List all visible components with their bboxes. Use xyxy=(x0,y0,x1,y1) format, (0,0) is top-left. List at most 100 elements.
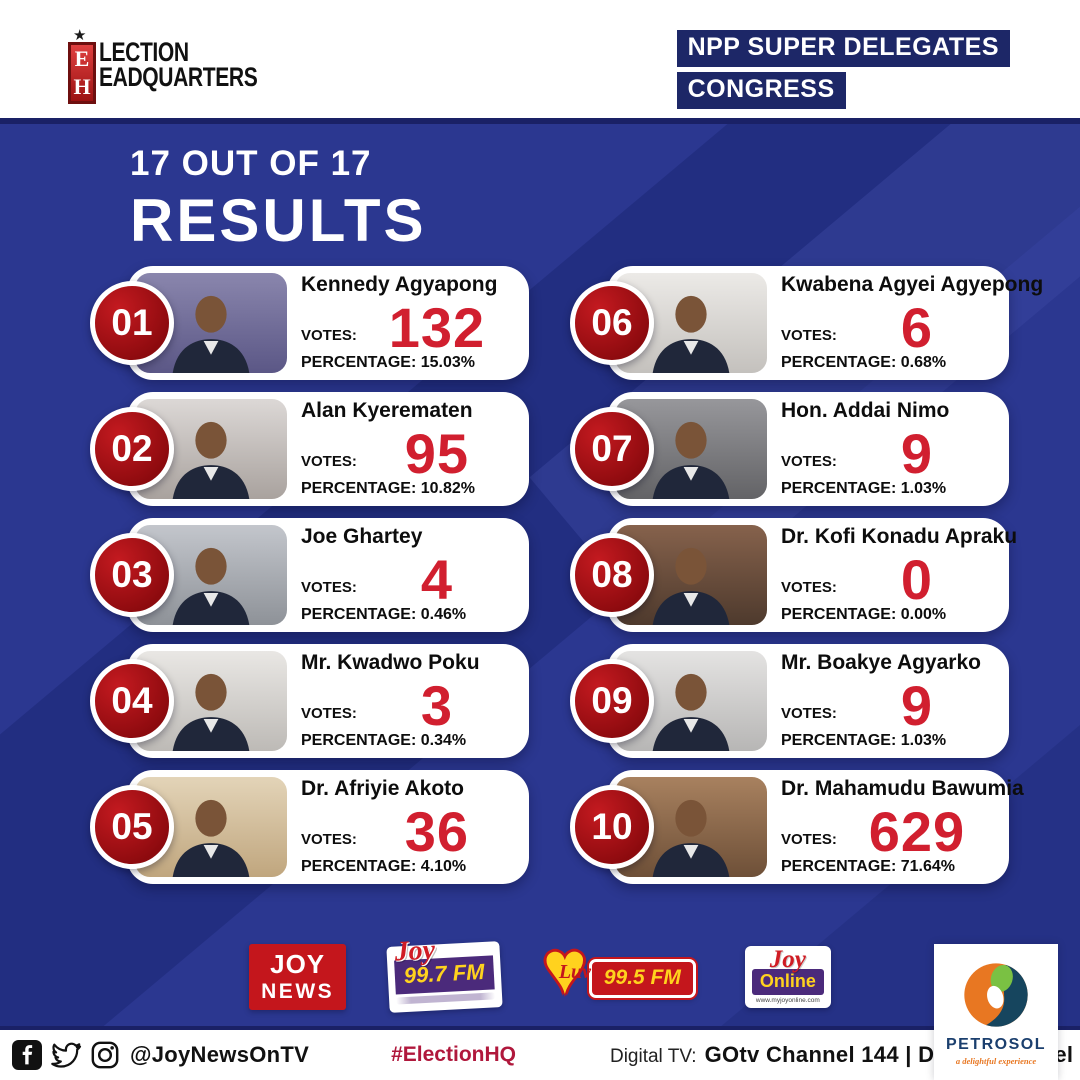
joy-news-logo: JOY NEWS xyxy=(249,944,347,1010)
candidate-card: 08 Dr. Kofi Konadu Apraku VOTES: 0 PERCE… xyxy=(570,518,1018,632)
votes-row: VOTES: 9 xyxy=(781,422,997,482)
candidate-name: Mr. Kwadwo Poku xyxy=(301,651,480,674)
results-title-count: 17 OUT OF 17 xyxy=(130,144,372,183)
votes-label: VOTES: xyxy=(781,453,837,470)
percentage-line: PERCENTAGE: 4.10% xyxy=(301,858,517,876)
rank-badge: 09 xyxy=(570,659,654,743)
percentage-value: 1.03% xyxy=(900,732,947,749)
social-icons xyxy=(12,1040,120,1070)
candidate-card: 04 Mr. Kwadwo Poku VOTES: 3 PERCENTAGE: … xyxy=(90,644,529,758)
percentage-line: PERCENTAGE: 1.03% xyxy=(781,480,997,498)
candidate-info: Kwabena Agyei Agyepong VOTES: 6 PERCENTA… xyxy=(781,273,1043,372)
instagram-icon xyxy=(90,1040,120,1070)
eh-letter-h: H xyxy=(73,74,91,99)
percentage-line: PERCENTAGE: 0.68% xyxy=(781,354,997,372)
rank-badge: 06 xyxy=(570,281,654,365)
percentage-value: 1.03% xyxy=(900,480,947,497)
joy-997fm-script: Joy xyxy=(393,934,436,968)
votes-label: VOTES: xyxy=(781,831,837,848)
joy-online-script: Joy xyxy=(769,945,806,973)
candidate-name: Hon. Addai Nimo xyxy=(781,399,950,422)
rank-badge: 10 xyxy=(570,785,654,869)
candidate-photo xyxy=(615,525,767,625)
rank-badge: 08 xyxy=(570,533,654,617)
results-title-word: RESULTS xyxy=(130,187,427,254)
percentage-label: PERCENTAGE: xyxy=(781,858,897,875)
percentage-line: PERCENTAGE: 0.46% xyxy=(301,606,517,624)
percentage-value: 10.82% xyxy=(420,480,475,497)
percentage-line: PERCENTAGE: 15.03% xyxy=(301,354,517,372)
twitter-icon xyxy=(49,1040,83,1070)
sponsor-tagline: a delightful experience xyxy=(955,1055,1037,1066)
votes-value: 0 xyxy=(900,548,933,612)
facebook-icon xyxy=(12,1040,42,1070)
percentage-label: PERCENTAGE: xyxy=(781,606,897,623)
votes-row: VOTES: 36 xyxy=(301,800,517,860)
eh-word-bottom: EADQUARTERS xyxy=(99,62,258,93)
digital-tv-label: Digital TV: xyxy=(609,1046,697,1067)
person-silhouette-icon xyxy=(652,547,730,625)
eh-logo-words: LECTION EADQUARTERS xyxy=(99,37,258,93)
percentage-label: PERCENTAGE: xyxy=(781,480,897,497)
heart-icon: ♥ xyxy=(542,926,587,1009)
percentage-line: PERCENTAGE: 0.34% xyxy=(301,732,517,750)
social-handle: @JoyNewsOnTV xyxy=(130,1042,310,1067)
rank-badge: 04 xyxy=(90,659,174,743)
star-icon: ★ xyxy=(73,27,87,44)
candidate-info: Joe Ghartey VOTES: 4 PERCENTAGE: 0.46% xyxy=(301,525,517,624)
rank-badge: 03 xyxy=(90,533,174,617)
sponsor-card: PETROSOL a delightful experience xyxy=(934,944,1058,1080)
candidate-name: Dr. Afriyie Akoto xyxy=(301,777,464,800)
percentage-label: PERCENTAGE: xyxy=(781,354,897,371)
votes-row: VOTES: 9 xyxy=(781,674,997,734)
candidate-name: Dr. Mahamudu Bawumia xyxy=(781,777,1024,800)
luv-995fm-script: Luv xyxy=(558,961,592,983)
petrosol-logo-icon xyxy=(964,962,1028,1027)
votes-label: VOTES: xyxy=(781,705,837,722)
candidate-info: Dr. Kofi Konadu Apraku VOTES: 0 PERCENTA… xyxy=(781,525,1018,624)
candidate-info: Kennedy Agyapong VOTES: 132 PERCENTAGE: … xyxy=(301,273,517,372)
joy-997fm-tagline-stripe xyxy=(396,992,496,1005)
candidate-card: 05 Dr. Afriyie Akoto VOTES: 36 PERCENTAG… xyxy=(90,770,529,884)
votes-value: 3 xyxy=(420,674,453,738)
event-title-line1: NPP SUPER DELEGATES xyxy=(676,30,1010,67)
partner-logos: JOY NEWS Joy 99.7 FM ♥ Luv 99.5 FM Joy O… xyxy=(0,931,1080,1013)
candidate-info: Alan Kyerematen VOTES: 95 PERCENTAGE: 10… xyxy=(301,399,517,498)
candidate-card: 02 Alan Kyerematen VOTES: 95 PERCENTAGE:… xyxy=(90,392,529,506)
votes-row: VOTES: 4 xyxy=(301,548,517,608)
candidate-info: Mr. Boakye Agyarko VOTES: 9 PERCENTAGE: … xyxy=(781,651,997,750)
event-title-line2: CONGRESS xyxy=(676,72,846,109)
votes-value: 132 xyxy=(388,296,486,360)
votes-label: VOTES: xyxy=(301,831,357,848)
candidate-card: 01 Kennedy Agyapong VOTES: 132 PERCENTAG… xyxy=(90,266,529,380)
votes-label: VOTES: xyxy=(301,453,357,470)
votes-value: 629 xyxy=(868,800,966,864)
candidate-name: Dr. Kofi Konadu Apraku xyxy=(781,525,1018,548)
eh-word-top: LECTION xyxy=(99,37,189,67)
percentage-label: PERCENTAGE: xyxy=(301,858,417,875)
results-title: 17 OUT OF 17 RESULTS xyxy=(130,144,427,255)
joy-news-word: JOY xyxy=(270,949,326,979)
person-silhouette-icon xyxy=(652,673,730,751)
votes-row: VOTES: 629 xyxy=(781,800,997,864)
hashtag: #ElectionHQ xyxy=(391,1043,516,1066)
person-silhouette-icon xyxy=(652,295,730,373)
person-silhouette-icon xyxy=(652,421,730,499)
person-silhouette-icon xyxy=(172,295,250,373)
rank-badge: 05 xyxy=(90,785,174,869)
eh-letter-e: E xyxy=(74,46,90,71)
percentage-label: PERCENTAGE: xyxy=(301,606,417,623)
rank-badge: 07 xyxy=(570,407,654,491)
percentage-label: PERCENTAGE: xyxy=(301,480,417,497)
main-panel: 17 OUT OF 17 RESULTS 01 Kennedy Agyapong… xyxy=(0,118,1080,1030)
results-grid: 01 Kennedy Agyapong VOTES: 132 PERCENTAG… xyxy=(90,266,1043,884)
percentage-value: 0.46% xyxy=(420,606,467,623)
votes-label: VOTES: xyxy=(301,705,357,722)
rank-badge: 02 xyxy=(90,407,174,491)
joy-online-url: www.myjoyonline.com xyxy=(755,997,820,1005)
candidate-info: Dr. Mahamudu Bawumia VOTES: 629 PERCENTA… xyxy=(781,777,1024,876)
percentage-label: PERCENTAGE: xyxy=(301,354,417,371)
candidate-name: Mr. Boakye Agyarko xyxy=(781,651,981,674)
joy-997fm-logo: Joy 99.7 FM xyxy=(386,934,503,1013)
